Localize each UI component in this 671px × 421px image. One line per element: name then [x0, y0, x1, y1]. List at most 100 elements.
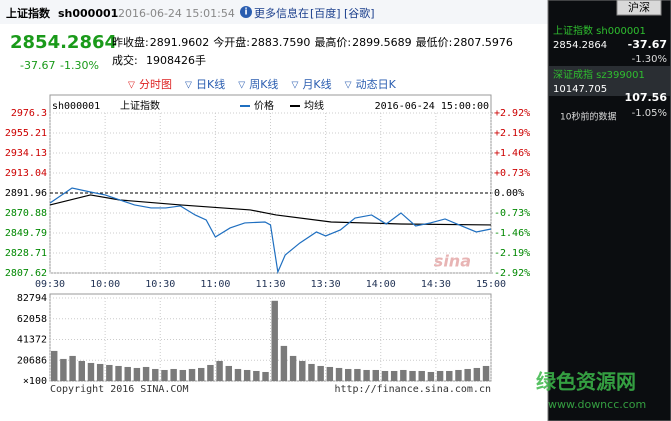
chart-code: sh000001: [52, 101, 100, 112]
x-tick-label: 14:00: [366, 279, 396, 290]
volume-bar: [188, 368, 196, 381]
x-tick-label: 11:30: [255, 279, 285, 290]
volume-bar: [60, 358, 67, 381]
tab-icon: ▽: [128, 81, 135, 91]
volume-bar: [170, 368, 177, 381]
field-value: 2807.5976: [453, 36, 513, 49]
market-button[interactable]: [616, 0, 662, 16]
x-tick-label: 15:00: [476, 279, 506, 290]
volume-bar: [436, 370, 444, 381]
volume-bar: [280, 345, 288, 381]
y-tick-label: 2934.13: [5, 148, 47, 159]
legend-label: 均线: [304, 99, 324, 112]
volume-label: 成交:: [112, 53, 138, 67]
volume-bar: [271, 300, 278, 381]
y-tick-label: 82794: [17, 293, 47, 304]
y2-tick-label: 0.00%: [494, 188, 524, 199]
volume-bar: [96, 363, 104, 381]
watermark: 绿色资源网: [536, 370, 636, 394]
link-baidu[interactable]: [百度]: [310, 6, 341, 20]
tab[interactable]: 月K线: [302, 77, 331, 91]
y2-tick-label: +2.92%: [494, 108, 530, 119]
y-tick-label: ×100: [23, 376, 47, 387]
legend-label: 价格: [254, 99, 274, 112]
y-tick-label: 41372: [17, 335, 47, 346]
volume-bar: [482, 365, 490, 381]
volume-bar: [69, 355, 76, 381]
tab-icon: ▽: [238, 81, 245, 91]
volume-bar: [133, 367, 141, 381]
volume-bar: [225, 365, 232, 381]
chart-date: 2016-06-24 15:00:00: [375, 101, 489, 112]
x-tick-label: 13:30: [311, 279, 341, 290]
x-tick-label: 11:00: [200, 279, 230, 290]
copyright: Copyright 2016 SINA.COM: [50, 384, 188, 395]
y-tick-label: 2870.88: [5, 208, 47, 219]
volume-bar: [354, 368, 361, 381]
field-value: 2883.7590: [251, 36, 311, 49]
tab[interactable]: 分时图: [139, 78, 172, 91]
volume-bar: [152, 368, 159, 381]
x-tick-label: 09:30: [35, 279, 65, 290]
change: -37.67: [20, 59, 55, 72]
volume-bar: [326, 366, 334, 381]
y-tick-label: 2828.71: [5, 248, 47, 259]
volume-bar: [464, 368, 471, 381]
volume-bar: [179, 369, 187, 381]
y2-tick-label: +2.19%: [494, 128, 530, 139]
field-value: 2899.5689: [352, 36, 412, 49]
volume-bar: [198, 367, 205, 381]
source-url: http://finance.sina.com.cn: [334, 384, 491, 395]
y-tick-label: 2891.96: [5, 188, 47, 199]
side-change: -37.67: [628, 38, 667, 51]
volume-bar: [51, 350, 58, 381]
series-line: [49, 187, 492, 275]
y-tick-label: 20686: [17, 355, 47, 366]
index-code: sh000001: [58, 7, 118, 20]
tab-icon: ▽: [185, 81, 192, 91]
volume-bar: [124, 366, 131, 381]
volume-bar: [243, 369, 251, 381]
chart-logo: sina: [434, 252, 471, 271]
volume-bar: [207, 364, 214, 381]
volume-bar: [308, 363, 315, 381]
volume-bar: [446, 370, 453, 381]
volume-bar: [345, 368, 352, 381]
selected-row: [549, 66, 670, 96]
volume-bar: [262, 371, 269, 381]
tab[interactable]: 周K线: [249, 77, 278, 91]
refresh-note: 10秒前的数据: [560, 111, 616, 123]
tab-icon: ▽: [345, 81, 352, 91]
side-price: 10147.705: [553, 84, 607, 95]
tab[interactable]: 动态日K: [356, 78, 397, 91]
market-button-label[interactable]: 沪深: [628, 0, 650, 14]
y-tick-label: 2849.79: [5, 228, 47, 239]
volume-bar: [390, 370, 398, 381]
volume-bar: [381, 370, 389, 381]
y-tick-label: 2807.62: [5, 268, 47, 279]
volume-bar: [253, 370, 260, 381]
volume-bar: [142, 366, 150, 381]
series-line: [49, 194, 492, 226]
x-tick-label: 10:30: [145, 279, 175, 290]
info-icon-glyph: i: [244, 8, 247, 18]
volume-bar: [299, 360, 306, 381]
y-tick-label: 2955.21: [5, 128, 47, 139]
link-google[interactable]: [谷歌]: [344, 6, 375, 20]
volume-bar: [161, 369, 168, 381]
tab-icon: ▽: [291, 81, 298, 91]
field-label: 今开盘:: [213, 35, 250, 49]
field-value: 2891.9602: [150, 36, 210, 49]
info-icon[interactable]: [240, 6, 252, 18]
volume-bar: [106, 364, 113, 381]
y2-tick-label: -1.46%: [494, 228, 530, 239]
side-name: 上证指数 sh000001: [553, 24, 646, 37]
volume-bar: [473, 367, 481, 381]
more-info: 更多信息在: [254, 6, 309, 20]
volume-bar: [335, 367, 343, 381]
volume-bar: [400, 369, 407, 381]
tab[interactable]: 日K线: [196, 77, 225, 91]
chart-title: 上证指数: [120, 99, 160, 112]
y2-tick-label: +1.46%: [494, 148, 530, 159]
volume-bar: [78, 360, 85, 381]
